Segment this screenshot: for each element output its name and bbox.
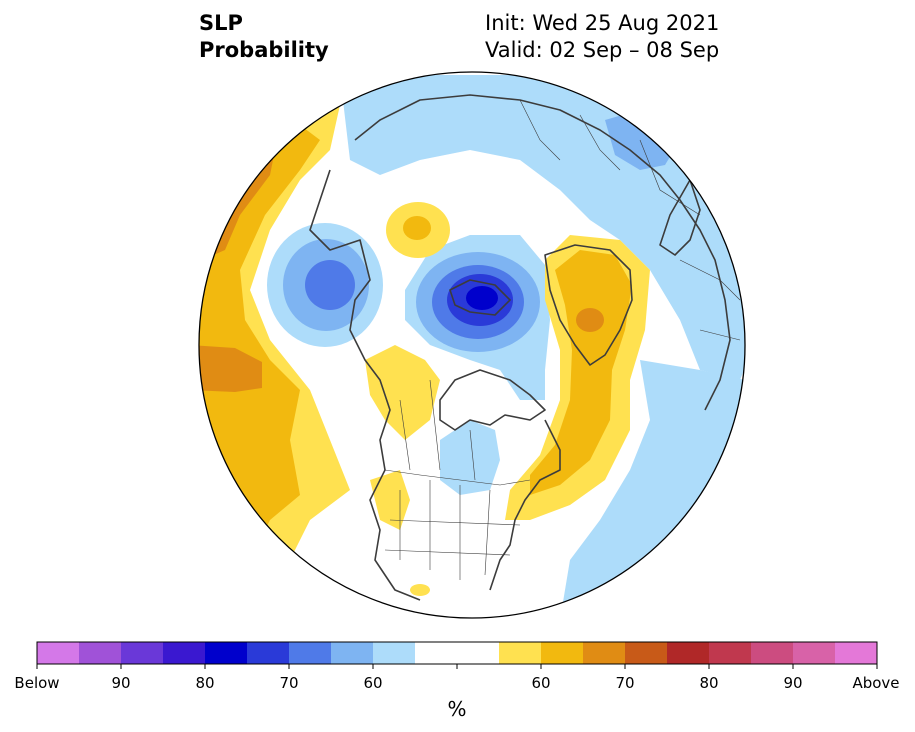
colorbar-bin [793, 642, 836, 664]
colorbar-bin [499, 642, 542, 664]
eurasia-borders [519, 99, 741, 341]
colorbar-bin [583, 642, 626, 664]
arctic-islands-coastline [449, 279, 511, 316]
hudson-bay-coastline [439, 369, 546, 431]
map-title: SLP Probability [199, 10, 329, 64]
scandinavia-coastline [659, 179, 701, 256]
colorbar-label-above-90: 90 [783, 674, 802, 692]
coastlines [309, 94, 731, 601]
colorbar-bins [37, 642, 878, 664]
colorbar-bin [331, 642, 374, 664]
colorbar-bin [541, 642, 584, 664]
greenland-above-65-cell [576, 308, 604, 332]
colorbar-label-below-80: 80 [195, 674, 214, 692]
probability-field [199, 72, 745, 618]
colorbar-label-above-70: 70 [615, 674, 634, 692]
colorbar-bin [751, 642, 794, 664]
arctic-above-60-cell [403, 216, 431, 240]
colorbar-bin [667, 642, 710, 664]
atlantic-above-60-band [530, 250, 632, 495]
colorbar-label-above-80: 80 [699, 674, 718, 692]
variable-label: SLP [199, 11, 243, 35]
colorbar-label-above-60: 60 [531, 674, 550, 692]
colorbar-label-below-60: 60 [363, 674, 382, 692]
colorbar-bin [457, 642, 500, 664]
map-boundary [198, 71, 746, 619]
colorbar-bin [709, 642, 752, 664]
colorbar-ticks [36, 664, 878, 669]
valid-range: Valid: 02 Sep – 08 Sep [485, 38, 720, 62]
canada-above-55-region [365, 345, 440, 440]
alaska-below-65-cell [305, 260, 355, 310]
colorbar-bin [121, 642, 164, 664]
colorbar-bin [205, 642, 248, 664]
colorbar-bin [247, 642, 290, 664]
mexico-above-55-cell [410, 584, 430, 596]
polar-map [198, 71, 746, 619]
colorbar-bin [415, 642, 458, 664]
canada-province-borders [399, 379, 476, 481]
init-date: Init: Wed 25 Aug 2021 [485, 11, 720, 35]
colorbar-bin [163, 642, 206, 664]
us-canada-border [384, 469, 531, 486]
north-america-coastline [309, 169, 421, 601]
colorbar-bin [79, 642, 122, 664]
colorbar-bin [289, 642, 332, 664]
borders [384, 99, 741, 580]
eurasia-below-60-region [605, 110, 680, 170]
eurasia-coastline [354, 94, 731, 411]
arctic-below-75-cell [466, 286, 498, 310]
colorbar-label-below: Below [14, 674, 59, 692]
colorbar-bin [373, 642, 416, 664]
date-info: Init: Wed 25 Aug 2021 Valid: 02 Sep – 08… [485, 10, 719, 64]
colorbar-label-below-90: 90 [111, 674, 130, 692]
greenland-coastline [544, 244, 633, 366]
product-label: Probability [199, 38, 329, 62]
pacific-above-65-south-region [199, 345, 262, 392]
colorbar-label-above: Above [852, 674, 899, 692]
colorbar-label-below-70: 70 [279, 674, 298, 692]
us-state-borders [384, 480, 521, 580]
great-lakes-below-55-region [440, 420, 500, 495]
colorbar-bin [37, 642, 80, 664]
colorbar-unit-label: % [447, 697, 466, 721]
colorbar-bin [625, 642, 668, 664]
colorbar-bin [835, 642, 878, 664]
